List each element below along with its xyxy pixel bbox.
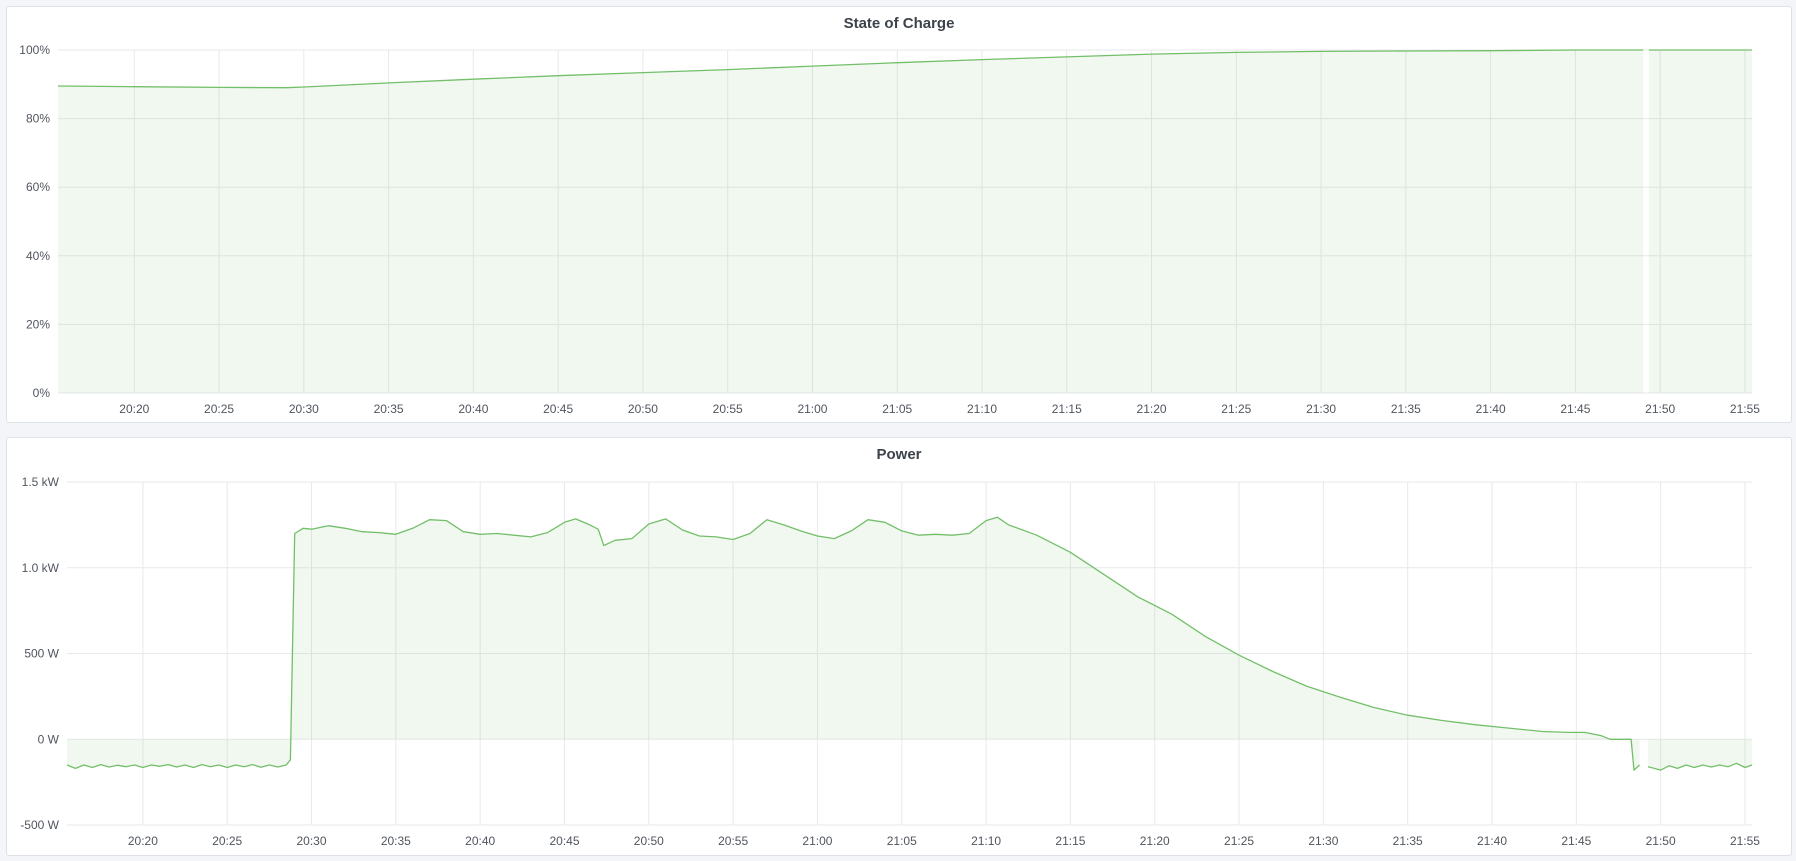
x-tick-label: 21:55 bbox=[1730, 402, 1760, 416]
x-tick-label: 21:05 bbox=[887, 834, 917, 848]
x-tick-label: 21:15 bbox=[1055, 834, 1085, 848]
x-tick-label: 20:45 bbox=[543, 402, 573, 416]
y-tick-label: 80% bbox=[26, 112, 50, 126]
x-tick-label: 21:35 bbox=[1391, 402, 1421, 416]
x-tick-label: 20:45 bbox=[549, 834, 579, 848]
y-tick-label: 40% bbox=[26, 249, 50, 263]
x-tick-label: 21:40 bbox=[1477, 834, 1507, 848]
series-area bbox=[67, 517, 1640, 771]
y-tick-label: 20% bbox=[26, 317, 50, 331]
x-tick-label: 21:25 bbox=[1221, 402, 1251, 416]
series-line bbox=[66, 516, 1641, 771]
x-tick-label: 21:05 bbox=[882, 402, 912, 416]
y-tick-label: 1.5 kW bbox=[22, 475, 60, 489]
series-area bbox=[1648, 739, 1752, 771]
x-tick-label: 21:10 bbox=[971, 834, 1001, 848]
x-tick-label: 20:40 bbox=[465, 834, 495, 848]
panel-title[interactable]: State of Charge bbox=[843, 15, 955, 32]
x-tick-label: 20:55 bbox=[718, 834, 748, 848]
x-tick-label: 21:10 bbox=[967, 402, 997, 416]
x-tick-label: 21:00 bbox=[802, 834, 832, 848]
y-tick-label: 1.0 kW bbox=[22, 561, 60, 575]
x-tick-label: 21:15 bbox=[1052, 402, 1082, 416]
y-tick-label: 0% bbox=[33, 386, 51, 400]
x-tick-label: 20:40 bbox=[458, 402, 488, 416]
x-tick-label: 20:55 bbox=[713, 402, 743, 416]
x-tick-label: 21:55 bbox=[1730, 834, 1760, 848]
power-panel: Power bbox=[6, 437, 1792, 856]
x-tick-label: 21:25 bbox=[1224, 834, 1254, 848]
x-tick-label: 21:50 bbox=[1646, 834, 1676, 848]
y-tick-label: 500 W bbox=[24, 647, 59, 661]
x-tick-label: 20:25 bbox=[212, 834, 242, 848]
x-tick-label: 20:30 bbox=[289, 402, 319, 416]
x-tick-label: 20:50 bbox=[634, 834, 664, 848]
x-tick-label: 21:40 bbox=[1476, 402, 1506, 416]
series-line bbox=[57, 49, 1644, 89]
x-tick-label: 21:00 bbox=[797, 402, 827, 416]
x-tick-label: 20:25 bbox=[204, 402, 234, 416]
x-tick-label: 21:45 bbox=[1560, 402, 1590, 416]
series-area bbox=[1648, 50, 1752, 393]
series-area bbox=[58, 50, 1644, 393]
y-tick-label: -500 W bbox=[20, 818, 59, 832]
x-tick-label: 20:20 bbox=[128, 834, 158, 848]
x-tick-label: 20:30 bbox=[297, 834, 327, 848]
y-tick-label: 100% bbox=[19, 43, 50, 57]
x-tick-label: 21:20 bbox=[1137, 402, 1167, 416]
x-tick-label: 20:35 bbox=[374, 402, 404, 416]
y-tick-label: 60% bbox=[26, 180, 50, 194]
x-tick-label: 21:50 bbox=[1645, 402, 1675, 416]
panel-title[interactable]: Power bbox=[876, 446, 922, 463]
x-tick-label: 21:45 bbox=[1561, 834, 1591, 848]
x-tick-label: 20:35 bbox=[381, 834, 411, 848]
x-tick-label: 21:35 bbox=[1393, 834, 1423, 848]
x-tick-label: 21:20 bbox=[1140, 834, 1170, 848]
series-line bbox=[1647, 762, 1753, 771]
x-tick-label: 21:30 bbox=[1308, 834, 1338, 848]
x-tick-label: 21:30 bbox=[1306, 402, 1336, 416]
x-tick-label: 20:50 bbox=[628, 402, 658, 416]
y-tick-label: 0 W bbox=[38, 732, 60, 746]
x-tick-label: 20:20 bbox=[119, 402, 149, 416]
